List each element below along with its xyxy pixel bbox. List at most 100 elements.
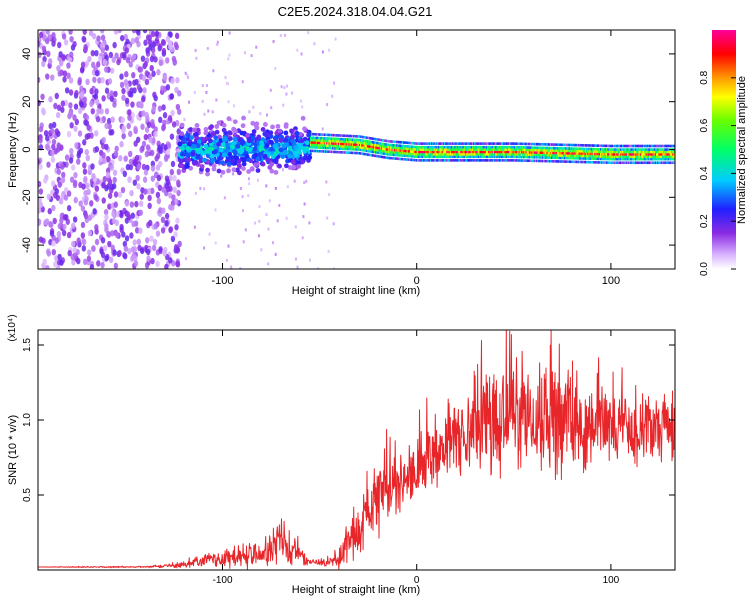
heatmap-cell [412,147,414,151]
heatmap-cell [435,145,438,149]
heatmap-cell [671,161,673,165]
heatmap-cell [602,144,604,148]
heatmap-cell [669,157,672,161]
heatmap-cell [573,154,575,158]
heatmap-cell [362,141,364,145]
heatmap-cell [214,241,217,245]
heatmap-cell [359,152,362,155]
heatmap-cell [566,156,568,160]
heatmap-cell [60,100,66,107]
heatmap-cell [574,152,576,155]
heatmap-cell [83,189,88,197]
heatmap-cell [84,195,89,203]
heatmap-cell [226,116,232,122]
heatmap-cell [129,189,134,197]
heatmap-cell [575,143,577,147]
heatmap-cell [406,141,409,145]
heatmap-cell [499,142,502,145]
heatmap-cell [498,153,501,156]
heatmap-cell [519,153,522,156]
heatmap-cell [385,150,388,153]
heatmap-cell [654,153,657,156]
heatmap-cell [191,127,197,133]
heatmap-cell [672,153,674,156]
heatmap-cell [125,211,131,218]
heatmap-cell [538,151,540,154]
heatmap-cell [46,250,51,257]
heatmap-cell [579,152,581,155]
heatmap-cell [94,224,99,231]
heatmap-cell [591,157,594,160]
heatmap-cell [547,151,549,155]
heatmap-cell [481,159,483,162]
heatmap-cell [499,159,502,162]
heatmap-cell [639,161,642,165]
heatmap-cell [653,155,656,159]
heatmap-cell [214,159,220,165]
heatmap-cell [467,145,469,149]
heatmap-cell [293,145,299,150]
heatmap-cell [512,155,515,159]
heatmap-cell [535,153,538,157]
heatmap-cell [341,142,343,146]
heatmap-cell [553,149,555,152]
heatmap-cell [109,95,114,102]
heatmap-cell [354,134,356,138]
heatmap-cell [523,150,525,154]
heatmap-cell [391,140,393,143]
heatmap-cell [492,142,495,145]
heatmap-cell [319,139,321,142]
heatmap-cell [404,149,406,153]
heatmap-cell [91,172,96,180]
heatmap-cell [477,142,480,145]
heatmap-cell [570,154,573,158]
heatmap-cell [492,155,495,159]
heatmap-cell [358,138,361,142]
heatmap-cell [470,159,473,162]
heatmap-cell [426,155,428,159]
heatmap-cell [461,159,463,162]
heatmap-cell [414,158,417,162]
heatmap-cell [336,144,339,148]
heatmap-cell [464,142,467,145]
heatmap-cell [336,147,339,150]
heatmap-cell [231,140,237,146]
heatmap-cell [435,159,438,162]
heatmap-cell [66,204,72,212]
heatmap-cell [526,153,529,156]
heatmap-cell [365,139,368,143]
heatmap-cell [210,157,216,163]
heatmap-cell [573,147,575,150]
heatmap-cell [369,150,371,153]
heatmap-cell [559,147,561,150]
heatmap-cell [332,150,334,154]
heatmap-cell [51,180,56,187]
heatmap-cell [330,142,333,145]
heatmap-cell [616,157,618,161]
heatmap-cell [396,146,398,150]
heatmap-cell [513,155,516,159]
heatmap-cell [546,149,548,152]
heatmap-cell [631,157,633,161]
heatmap-cell [566,149,568,153]
heatmap-cell [482,148,484,151]
heatmap-cell [586,157,588,160]
heatmap-cell [56,168,62,175]
heatmap-cell [155,191,161,199]
heatmap-cell [100,76,105,84]
heatmap-cell [478,155,481,159]
snr-y-tick-label: 0.5 [22,488,33,502]
heatmap-cell [314,149,316,153]
heatmap-cell [359,146,362,149]
heatmap-cell [349,145,351,149]
heatmap-cell [391,153,393,156]
heatmap-cell [665,155,667,159]
heatmap-cell [138,66,144,73]
heatmap-cell [672,150,674,154]
heatmap-cell [216,168,222,174]
heatmap-cell [373,150,376,154]
heatmap-cell [469,148,471,151]
heatmap-cell [481,148,483,151]
heatmap-cell [440,155,442,159]
heatmap-cell [558,156,560,160]
